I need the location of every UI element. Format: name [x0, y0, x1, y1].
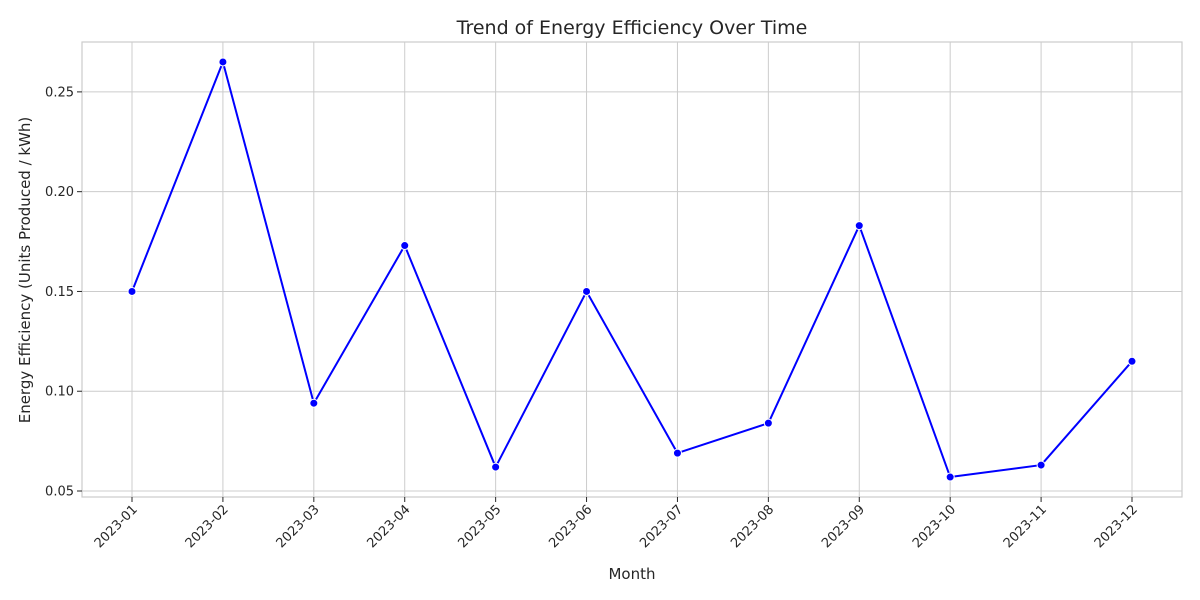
x-tick-label: 2023-11: [1001, 502, 1050, 551]
data-point-2023-02: [218, 57, 228, 67]
y-tick-label: 0.10: [45, 385, 74, 400]
x-tick-label: 2023-09: [819, 502, 868, 551]
data-point-2023-07: [672, 448, 682, 458]
data-point-2023-03: [309, 398, 319, 408]
chart-title: Trend of Energy Efficiency Over Time: [456, 17, 808, 39]
data-point-2023-11: [1036, 460, 1046, 470]
x-tick-label: 2023-02: [183, 502, 232, 551]
data-point-2023-10: [945, 472, 955, 482]
grid-lines: [82, 42, 1182, 497]
x-tick-label: 2023-12: [1092, 502, 1141, 551]
x-tick-label: 2023-07: [637, 502, 686, 551]
data-point-2023-01: [127, 286, 137, 296]
x-tick-label: 2023-04: [365, 502, 414, 551]
y-tick-label: 0.25: [45, 85, 74, 100]
data-point-2023-09: [854, 221, 864, 231]
series-line: [131, 60, 1133, 479]
y-tick-label: 0.15: [45, 285, 74, 300]
y-axis-ticks: 0.05 0.10 0.15 0.20 0.25: [45, 85, 82, 500]
data-point-2023-12: [1127, 356, 1137, 366]
x-tick-label: 2023-06: [546, 502, 595, 551]
y-tick-label: 0.20: [45, 185, 74, 200]
data-point-2023-06: [582, 286, 592, 296]
y-tick-label: 0.05: [45, 485, 74, 500]
data-point-2023-04: [400, 241, 410, 251]
x-tick-label: 2023-03: [274, 502, 323, 551]
x-tick-label: 2023-08: [728, 502, 777, 551]
x-axis-ticks: 2023-01 2023-02 2023-03 2023-04 2023-05 2023-…: [92, 497, 1141, 551]
data-point-2023-08: [763, 418, 773, 428]
x-tick-label: 2023-05: [455, 502, 504, 551]
plot-frame: [81, 41, 1183, 498]
y-axis-label: Energy Efficiency (Units Produced / kWh): [16, 117, 34, 424]
x-axis-label: Month: [608, 565, 655, 583]
series-group: [127, 57, 1137, 482]
x-tick-label: 2023-01: [92, 502, 141, 551]
data-point-2023-05: [491, 462, 501, 472]
x-tick-label: 2023-10: [910, 502, 959, 551]
